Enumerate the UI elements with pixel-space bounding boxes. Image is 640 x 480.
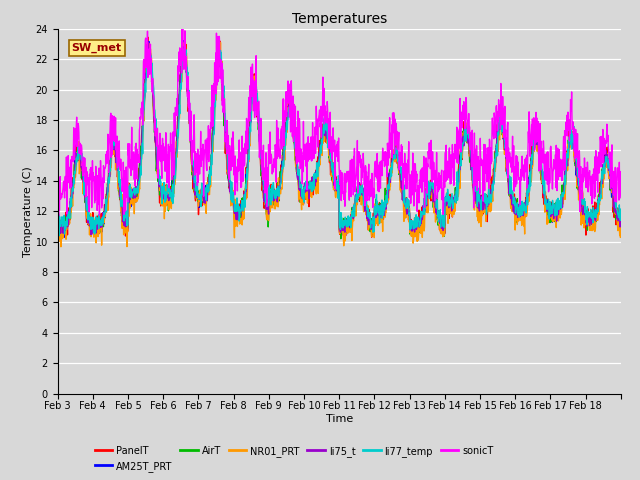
Text: SW_met: SW_met — [72, 43, 122, 53]
li75_t — [54, 221, 61, 227]
AirT — [473, 198, 481, 204]
li75_t — [315, 160, 323, 166]
li77_temp — [54, 218, 61, 224]
NR01_PRT — [182, 36, 189, 42]
Legend: PanelT, AM25T_PRT, AirT, NR01_PRT, li75_t, li77_temp, sonicT: PanelT, AM25T_PRT, AirT, NR01_PRT, li75_… — [95, 446, 493, 472]
PanelT — [368, 234, 376, 240]
NR01_PRT — [617, 223, 625, 229]
li75_t — [325, 138, 333, 144]
Line: PanelT: PanelT — [58, 37, 621, 237]
AirT — [54, 226, 61, 232]
NR01_PRT — [325, 153, 333, 159]
sonicT — [54, 193, 61, 199]
li75_t — [473, 194, 481, 200]
PanelT — [314, 163, 322, 168]
AM25T_PRT — [325, 144, 333, 149]
AirT — [611, 210, 618, 216]
Line: AM25T_PRT: AM25T_PRT — [58, 41, 621, 237]
PanelT — [144, 34, 152, 40]
li75_t — [617, 213, 625, 218]
AirT — [337, 236, 345, 241]
PanelT — [617, 209, 625, 215]
NR01_PRT — [556, 205, 563, 211]
li75_t — [142, 77, 150, 83]
li75_t — [611, 202, 618, 208]
AirT — [617, 216, 625, 221]
AM25T_PRT — [473, 196, 481, 202]
li77_temp — [325, 138, 333, 144]
PanelT — [473, 192, 481, 198]
AM25T_PRT — [611, 200, 618, 206]
li75_t — [556, 201, 563, 206]
AM25T_PRT — [617, 216, 625, 221]
AirT — [325, 139, 333, 144]
sonicT — [611, 169, 618, 175]
AirT — [146, 42, 154, 48]
sonicT — [315, 118, 323, 124]
AM25T_PRT — [142, 67, 150, 72]
sonicT — [55, 213, 63, 218]
sonicT — [142, 65, 150, 71]
Y-axis label: Temperature (C): Temperature (C) — [22, 166, 33, 257]
NR01_PRT — [142, 63, 150, 69]
NR01_PRT — [473, 204, 481, 210]
sonicT — [473, 143, 481, 149]
PanelT — [54, 213, 61, 219]
sonicT — [178, 26, 186, 32]
li77_temp — [556, 206, 563, 212]
AirT — [142, 71, 150, 76]
AM25T_PRT — [315, 159, 323, 165]
PanelT — [556, 201, 563, 207]
AM25T_PRT — [556, 207, 563, 213]
PanelT — [325, 143, 333, 149]
li75_t — [145, 40, 152, 46]
Title: Temperatures: Temperatures — [292, 12, 387, 26]
li77_temp — [617, 206, 625, 212]
Line: sonicT: sonicT — [58, 29, 621, 216]
Line: NR01_PRT: NR01_PRT — [58, 39, 621, 247]
li77_temp — [55, 233, 63, 239]
li75_t — [87, 232, 95, 238]
AirT — [556, 213, 563, 219]
NR01_PRT — [315, 172, 323, 178]
Line: li77_temp: li77_temp — [58, 49, 621, 236]
sonicT — [617, 177, 625, 183]
NR01_PRT — [611, 196, 618, 202]
li77_temp — [315, 159, 323, 165]
Line: li75_t: li75_t — [58, 43, 621, 235]
AM25T_PRT — [180, 38, 188, 44]
PanelT — [142, 63, 150, 69]
li77_temp — [473, 184, 481, 190]
sonicT — [325, 145, 333, 151]
AirT — [314, 166, 322, 171]
NR01_PRT — [57, 244, 65, 250]
AM25T_PRT — [54, 225, 61, 231]
sonicT — [556, 147, 563, 153]
X-axis label: Time: Time — [326, 414, 353, 424]
li77_temp — [146, 46, 154, 52]
PanelT — [611, 215, 618, 220]
li77_temp — [611, 191, 618, 197]
li77_temp — [142, 77, 150, 83]
Line: AirT: AirT — [58, 45, 621, 239]
AM25T_PRT — [61, 234, 68, 240]
NR01_PRT — [54, 234, 61, 240]
